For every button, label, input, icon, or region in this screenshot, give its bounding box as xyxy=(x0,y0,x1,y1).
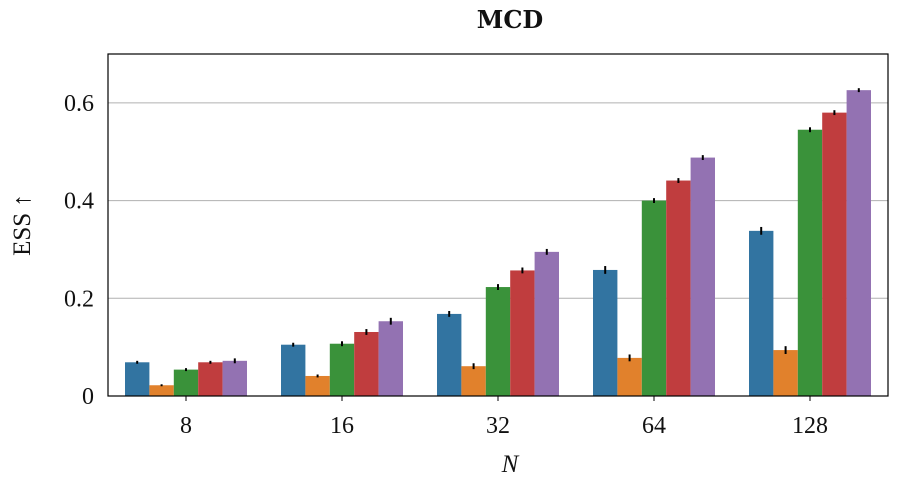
bar xyxy=(378,321,403,396)
bar xyxy=(773,350,798,396)
y-tick-label: 0.2 xyxy=(64,286,94,312)
x-tick-label: 32 xyxy=(486,413,510,439)
x-tick-label: 8 xyxy=(180,413,192,439)
x-ticks: 8 16 32 64 128 xyxy=(180,396,828,439)
bar xyxy=(846,90,871,396)
bar xyxy=(461,366,486,396)
bar xyxy=(749,230,774,396)
bar xyxy=(797,129,823,396)
bar xyxy=(305,375,330,396)
bar xyxy=(354,331,379,396)
bar xyxy=(617,357,642,396)
chart-title: MCD xyxy=(477,5,543,34)
y-ticks: 0 0.2 0.4 0.6 xyxy=(64,91,94,410)
error-bars xyxy=(136,88,860,387)
bar xyxy=(281,344,306,396)
bar xyxy=(125,362,150,396)
bar xyxy=(641,200,667,396)
bar xyxy=(437,313,462,396)
bar xyxy=(222,360,247,396)
bar xyxy=(329,343,355,396)
bar xyxy=(149,385,174,396)
x-tick-label: 64 xyxy=(642,413,666,439)
bar xyxy=(666,180,691,396)
bar xyxy=(822,112,847,396)
x-tick-label: 128 xyxy=(792,413,828,439)
bar xyxy=(485,287,511,396)
bars xyxy=(125,90,871,396)
y-tick-label: 0.4 xyxy=(64,189,94,215)
x-tick-label: 16 xyxy=(330,413,354,439)
bar xyxy=(534,251,559,396)
y-axis-label: ESS ↑ xyxy=(9,194,36,256)
bar xyxy=(173,369,199,396)
bar xyxy=(198,362,223,396)
bar xyxy=(510,270,535,396)
y-tick-label: 0.6 xyxy=(64,91,94,117)
bar xyxy=(593,269,618,396)
y-tick-label: 0 xyxy=(82,384,94,410)
bar xyxy=(690,157,715,396)
x-axis-label: N xyxy=(501,451,520,478)
